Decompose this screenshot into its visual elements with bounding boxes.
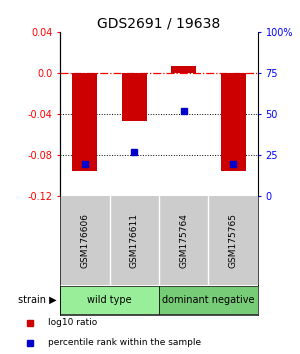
- Text: GSM175764: GSM175764: [179, 213, 188, 268]
- Text: wild type: wild type: [87, 295, 132, 305]
- Text: strain ▶: strain ▶: [18, 295, 57, 305]
- Bar: [159, 286, 258, 314]
- Text: GSM175765: GSM175765: [229, 213, 238, 268]
- Bar: [221, 73, 246, 171]
- Bar: [72, 73, 97, 171]
- Text: percentile rank within the sample: percentile rank within the sample: [48, 338, 201, 347]
- Text: GSM176611: GSM176611: [130, 213, 139, 268]
- Bar: [60, 286, 159, 314]
- Title: GDS2691 / 19638: GDS2691 / 19638: [98, 17, 220, 31]
- Text: GSM176606: GSM176606: [80, 213, 89, 268]
- Text: dominant negative: dominant negative: [162, 295, 255, 305]
- Bar: [171, 66, 196, 73]
- Bar: [122, 73, 147, 121]
- Text: log10 ratio: log10 ratio: [48, 318, 97, 327]
